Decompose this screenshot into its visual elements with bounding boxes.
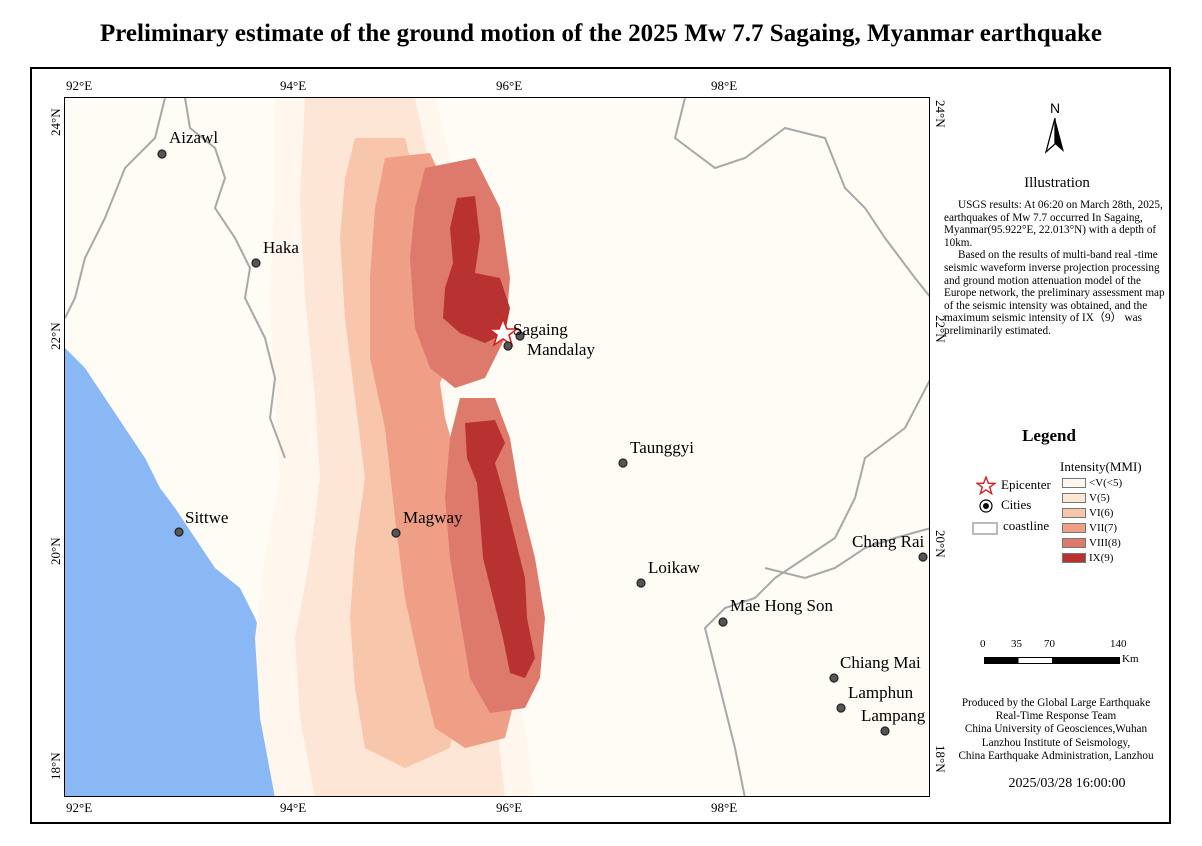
country-border xyxy=(65,98,166,319)
scale-tick: 140 xyxy=(1110,638,1127,650)
city-label-haka: Haka xyxy=(263,238,299,257)
mmi-swatch xyxy=(1062,538,1086,548)
lon-tick-top: 92°E xyxy=(66,78,93,93)
lon-tick-bottom: 96°E xyxy=(496,800,523,815)
city-markers xyxy=(157,149,928,736)
lat-tick-left: 18°N xyxy=(48,752,63,780)
mmi-swatch xyxy=(1062,508,1086,518)
city-label-mae-hong-son: Mae Hong Son xyxy=(730,596,833,615)
mmi-label: IX(9) xyxy=(1089,552,1114,564)
mmi-legend-item: <V(<5) xyxy=(1062,477,1122,489)
scale-bar-segments xyxy=(984,657,1120,664)
mmi-label: V(5) xyxy=(1089,492,1110,504)
north-label: N xyxy=(1049,100,1061,116)
lon-tick-top: 98°E xyxy=(711,78,738,93)
producer-line: Real-Time Response Team xyxy=(995,710,1117,723)
mmi-swatch xyxy=(1062,523,1086,533)
intensity-map[interactable]: Aizawl Haka Sagaing Mandalay Taunggyi Si… xyxy=(64,97,930,797)
legend-epicenter-label: Epicenter xyxy=(1001,477,1051,492)
mmi-legend-item: IX(9) xyxy=(1062,552,1113,564)
illustration-paragraph-1: USGS results: At 06:20 on March 28th, 20… xyxy=(944,199,1163,249)
producer-line: China University of Geosciences,Wuhan xyxy=(964,723,1148,736)
intensity-legend-title: Intensity(MMI) xyxy=(1060,459,1142,474)
city-label-loikaw: Loikaw xyxy=(648,558,700,577)
lon-tick-top: 96°E xyxy=(496,78,523,93)
epicenter-legend-icon xyxy=(976,476,996,496)
city-label-taunggyi: Taunggyi xyxy=(630,438,694,457)
mmi-swatch xyxy=(1062,478,1086,488)
country-border xyxy=(184,98,286,459)
scale-tick: 35 xyxy=(1011,638,1022,650)
map-title: Preliminary estimate of the ground motio… xyxy=(99,20,1103,47)
legend-title: Legend xyxy=(1022,426,1076,445)
lat-tick-left: 24°N xyxy=(48,108,63,136)
city-label-aizawl: Aizawl xyxy=(169,128,219,147)
illustration-title: Illustration xyxy=(1024,175,1090,191)
city-label-magway: Magway xyxy=(403,508,463,527)
country-border xyxy=(764,527,929,580)
mmi-label: VI(6) xyxy=(1089,507,1114,519)
scale-unit: Km xyxy=(1122,653,1139,665)
producer-line: China Earthquake Administration, Lanzhou xyxy=(958,749,1154,762)
north-arrow: N xyxy=(1040,100,1070,159)
producer-line: Produced by the Global Large Earthquake xyxy=(961,697,1151,709)
mmi-label: VIII(8) xyxy=(1089,537,1121,549)
illustration-paragraph-2: Based on the results of multi-band real … xyxy=(944,249,1165,337)
lat-tick-right: 24°N xyxy=(933,100,948,128)
legend-cities-label: Cities xyxy=(1001,497,1032,512)
city-label-chang-rai: Chang Rai xyxy=(852,532,925,551)
epicenter-star xyxy=(486,316,520,347)
producer-line: Lanzhou Institute of Seismology, xyxy=(981,736,1131,749)
lat-tick-right: 20°N xyxy=(933,530,948,558)
scale-tick: 70 xyxy=(1044,638,1055,650)
issue-date: 2025/03/28 16:00:00 xyxy=(1008,776,1126,791)
mmi-legend-item: V(5) xyxy=(1062,492,1110,504)
country-border xyxy=(673,98,929,298)
lon-tick-bottom: 98°E xyxy=(711,800,738,815)
scale-tick: 0 xyxy=(980,638,986,650)
producer-credit: Produced by the Global Large Earthquake … xyxy=(940,697,1172,763)
illustration-text: USGS results: At 06:20 on March 28th, 20… xyxy=(944,199,1170,338)
city-label-sittwe: Sittwe xyxy=(185,508,229,527)
mmi-legend-item: VII(7) xyxy=(1062,522,1117,534)
city-legend-icon xyxy=(979,499,993,513)
lon-tick-bottom: 92°E xyxy=(66,800,93,815)
mmi9-zone xyxy=(443,196,535,678)
lon-tick-top: 94°E xyxy=(280,78,307,93)
lat-tick-left: 22°N xyxy=(48,322,63,350)
city-label-mandalay: Mandalay xyxy=(527,340,595,359)
mmi-label: <V(<5) xyxy=(1089,477,1123,489)
city-label-lampang: Lampang xyxy=(861,706,926,725)
lat-tick-left: 20°N xyxy=(48,537,63,565)
mmi-swatch xyxy=(1062,553,1086,563)
map-canvas xyxy=(65,98,929,796)
mmi-swatch xyxy=(1062,493,1086,503)
map-frame xyxy=(30,67,1171,824)
north-arrow-icon xyxy=(1044,117,1064,154)
city-label-lamphun: Lamphun xyxy=(848,683,914,702)
mmi-legend-item: VIII(8) xyxy=(1062,537,1121,549)
coastline-legend-swatch xyxy=(972,522,998,535)
country-border xyxy=(703,379,929,796)
lon-tick-bottom: 94°E xyxy=(280,800,307,815)
mmi-legend-item: VI(6) xyxy=(1062,507,1113,519)
city-label-sagaing: Sagaing xyxy=(513,320,568,339)
city-label-chiang-mai: Chiang Mai xyxy=(840,653,921,672)
legend-coastline-label: coastline xyxy=(1003,518,1050,533)
mmi-label: VII(7) xyxy=(1089,522,1118,534)
